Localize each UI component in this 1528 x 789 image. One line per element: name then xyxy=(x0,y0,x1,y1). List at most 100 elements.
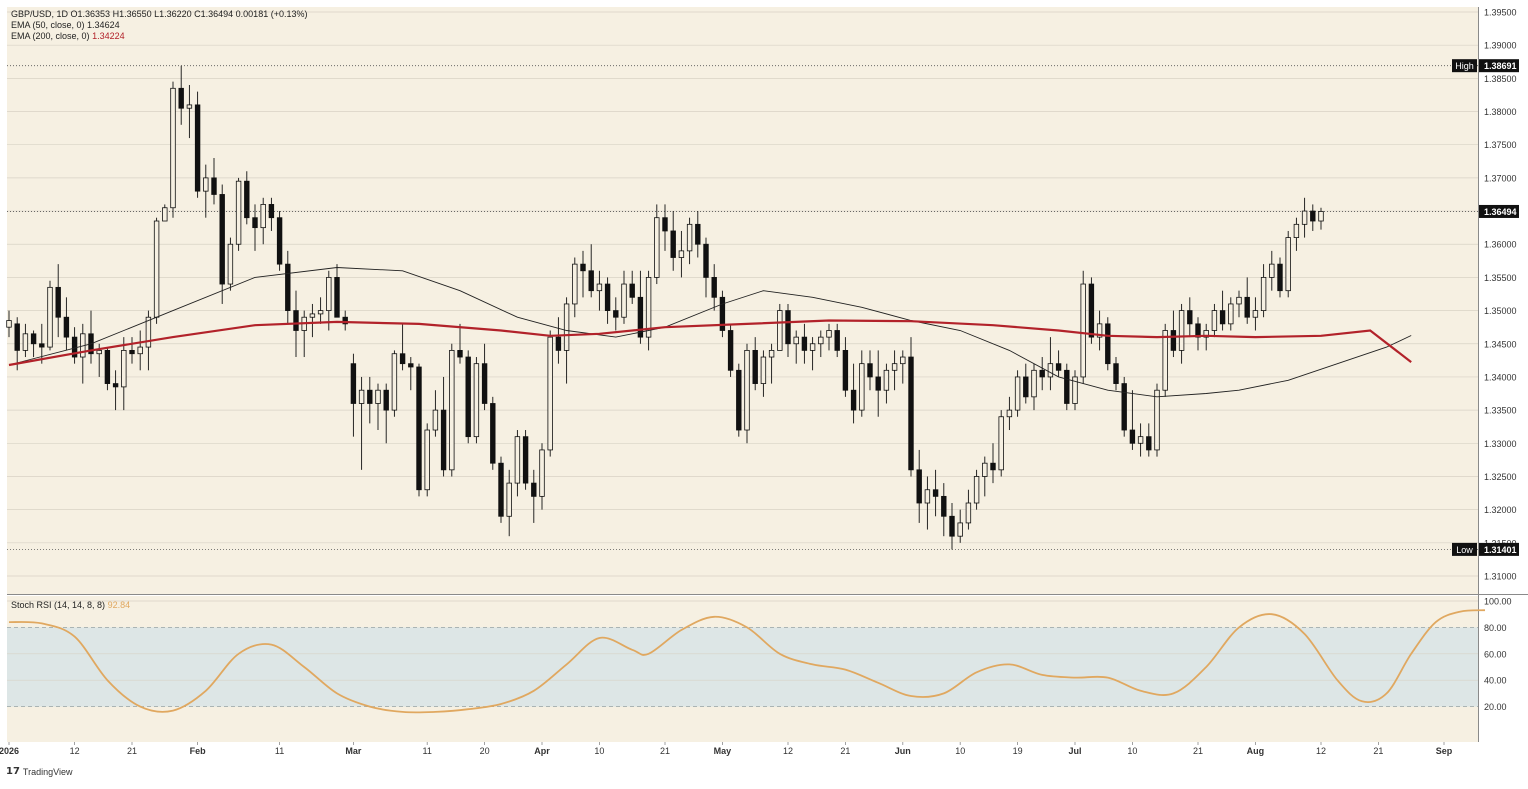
stoch-tick-label: 100.00 xyxy=(1484,597,1512,607)
candle-body xyxy=(30,333,37,345)
low-tag-value-bg xyxy=(1479,542,1519,556)
candle-body xyxy=(1113,363,1119,384)
candle-body xyxy=(22,333,29,351)
candle-body xyxy=(818,336,824,345)
time-tick-label: 10 xyxy=(955,746,965,756)
candle-body xyxy=(170,87,176,209)
legend-ohlc-values: O1.36353 H1.36550 L1.36220 C1.36494 0.00… xyxy=(70,9,308,19)
candle-body xyxy=(358,389,365,404)
candle-body xyxy=(194,104,201,192)
candle-body xyxy=(982,462,988,477)
tradingview-brand: TradingView xyxy=(22,766,73,777)
candle-body xyxy=(990,462,996,471)
candle-body xyxy=(695,223,701,245)
time-axis[interactable]: 2026 12 21 Feb 11 Mar 11 20 Apr 10 21 May 12 21 Jun 10 1… xyxy=(0,742,1453,756)
candlesticks xyxy=(6,65,1324,550)
low-tag-label-bg xyxy=(1452,542,1477,556)
candle-body xyxy=(621,283,627,318)
candle-body xyxy=(1088,283,1095,338)
candle-body xyxy=(580,263,586,272)
candle-body xyxy=(1072,376,1078,404)
candle-body xyxy=(227,243,234,285)
candle-body xyxy=(1211,310,1218,331)
candle-body xyxy=(1244,296,1250,318)
stoch-axis[interactable]: 100.00 80.00 60.00 40.00 20.00 xyxy=(1484,597,1512,713)
candle-body xyxy=(153,220,160,318)
tradingview-logo[interactable]: 𝟭𝟳 TradingView xyxy=(6,766,72,777)
candle-body xyxy=(63,316,70,338)
candle-body xyxy=(260,204,266,229)
price-tick-label: 1.34500 xyxy=(1484,339,1517,349)
candle-body xyxy=(1146,436,1152,451)
candle-body xyxy=(6,320,12,328)
candle-body xyxy=(875,376,881,391)
candle-body xyxy=(604,283,611,311)
candle-body xyxy=(891,363,898,371)
price-tick-label: 1.33000 xyxy=(1484,439,1517,449)
candle-body xyxy=(654,217,660,278)
ema50-line xyxy=(8,267,1412,398)
high-tag-value: 1.38691 xyxy=(1484,61,1517,71)
candle-body xyxy=(785,310,791,345)
candle-body xyxy=(998,416,1004,471)
candle-body xyxy=(104,349,111,384)
candle-body xyxy=(1236,296,1242,305)
time-tick-label: 10 xyxy=(1127,746,1137,756)
time-tick-label: 11 xyxy=(423,746,432,756)
price-tick-label: 1.39000 xyxy=(1484,41,1517,51)
price-tick-label: 1.32500 xyxy=(1484,472,1517,482)
candle-body xyxy=(711,277,717,298)
candle-body xyxy=(514,436,521,484)
candle-body xyxy=(1269,263,1275,278)
candle-body xyxy=(1129,429,1136,444)
candle-body xyxy=(96,349,102,355)
candle-body xyxy=(908,356,914,471)
candle-body xyxy=(1096,323,1103,338)
candle-body xyxy=(416,366,422,491)
legend-stoch-label: Stoch RSI (14, 14, 8, 8) xyxy=(11,600,106,610)
tradingview-logo-icon: 𝟭𝟳 xyxy=(6,766,20,777)
price-axis[interactable]: 1.39500 1.39000 1.38500 1.38000 1.37500 1.370… xyxy=(1484,8,1517,582)
candle-body xyxy=(1203,330,1209,338)
candle-body xyxy=(941,495,947,517)
candle-body xyxy=(309,313,316,318)
candle-body xyxy=(129,349,135,355)
price-tick-label: 1.38500 xyxy=(1484,74,1517,84)
price-tick-label: 1.37500 xyxy=(1484,140,1517,150)
candle-body xyxy=(186,104,193,109)
candle-body xyxy=(1301,210,1308,225)
time-tick-label: 20 xyxy=(480,746,490,756)
candle-body xyxy=(121,349,127,388)
last-price-tag-value: 1.36494 xyxy=(1484,207,1517,217)
candle-body xyxy=(768,349,775,358)
candle-body xyxy=(736,369,742,431)
candle-body xyxy=(1228,303,1234,325)
candle-body xyxy=(383,389,389,411)
candle-body xyxy=(924,489,931,504)
candle-body xyxy=(1121,383,1127,431)
candle-body xyxy=(55,286,61,318)
candle-body xyxy=(285,263,291,311)
price-tick-label: 1.31000 xyxy=(1484,572,1517,582)
time-tick-label: Feb xyxy=(190,746,207,756)
candle-body xyxy=(1293,223,1300,238)
candle-body xyxy=(555,336,562,351)
price-tick-label: 1.33500 xyxy=(1484,406,1517,416)
candle-body xyxy=(1162,330,1168,391)
candle-body xyxy=(276,217,283,265)
candle-body xyxy=(1006,409,1013,418)
time-tick-label: 21 xyxy=(1373,746,1383,756)
price-tags: High 1.38691 Low 1.31401 1.36494 xyxy=(1452,59,1519,556)
candle-body xyxy=(629,283,635,298)
candle-body xyxy=(1277,263,1283,292)
candle-body xyxy=(465,356,471,438)
stoch-rsi-line xyxy=(8,609,1486,714)
candle-body xyxy=(932,489,939,497)
candle-body xyxy=(1154,389,1160,451)
candle-body xyxy=(203,177,209,192)
candle-body xyxy=(1055,363,1062,371)
candle-body xyxy=(539,449,545,497)
stoch-rsi-path xyxy=(8,609,1486,714)
